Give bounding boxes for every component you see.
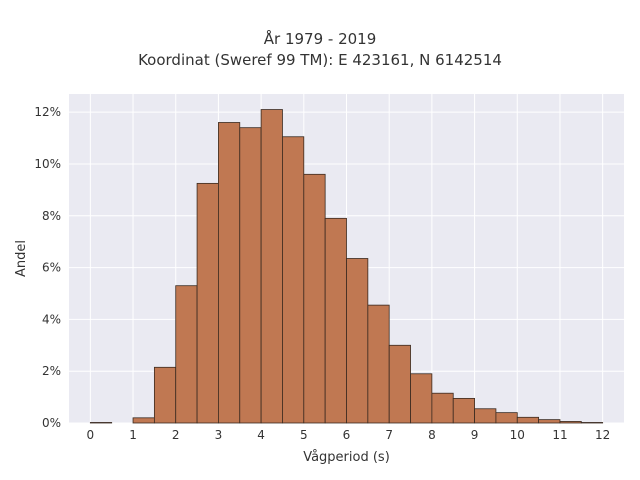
histogram-bar bbox=[282, 136, 305, 424]
x-tick-label: 12 bbox=[595, 428, 610, 442]
histogram-bar bbox=[452, 397, 475, 424]
x-tick-label: 0 bbox=[87, 428, 95, 442]
histogram-bar bbox=[303, 173, 326, 424]
x-tick-label: 10 bbox=[510, 428, 525, 442]
y-tick-label: 10% bbox=[34, 157, 61, 171]
x-tick-label: 9 bbox=[471, 428, 479, 442]
x-tick-label: 7 bbox=[385, 428, 393, 442]
x-tick-label: 5 bbox=[300, 428, 308, 442]
histogram-bar bbox=[559, 421, 582, 424]
histogram-bar bbox=[410, 373, 433, 424]
x-tick-label: 11 bbox=[552, 428, 567, 442]
histogram-bar bbox=[153, 366, 177, 424]
histogram-bar bbox=[260, 109, 283, 424]
histogram-bar bbox=[495, 412, 518, 424]
histogram-bar bbox=[474, 408, 497, 424]
x-tick-label: 4 bbox=[257, 428, 265, 442]
histogram-bar bbox=[431, 392, 454, 424]
histogram-bar bbox=[218, 122, 241, 424]
histogram-bar bbox=[175, 285, 198, 424]
y-tick-label: 8% bbox=[42, 209, 61, 223]
histogram-bar bbox=[324, 217, 347, 424]
y-tick-label: 6% bbox=[42, 261, 61, 275]
y-tick-label: 12% bbox=[34, 105, 61, 119]
histogram-bar bbox=[516, 416, 540, 424]
x-tick-label: 6 bbox=[343, 428, 351, 442]
x-tick-label: 1 bbox=[129, 428, 137, 442]
histogram-bar bbox=[196, 182, 219, 424]
histogram-bar bbox=[388, 344, 411, 424]
histogram-bar bbox=[538, 419, 561, 424]
chart-title-line-2: Koordinat (Sweref 99 TM): E 423161, N 61… bbox=[138, 51, 502, 69]
chart-title-line-1: År 1979 - 2019 bbox=[263, 30, 377, 48]
x-tick-label: 8 bbox=[428, 428, 436, 442]
x-axis-label: Vågperiod (s) bbox=[303, 450, 390, 465]
y-tick-label: 0% bbox=[42, 416, 61, 430]
y-tick-label: 4% bbox=[42, 312, 61, 326]
x-tick-label: 3 bbox=[215, 428, 223, 442]
histogram-bar bbox=[346, 258, 369, 424]
histogram-bar bbox=[132, 417, 155, 424]
histogram-bar bbox=[239, 127, 262, 424]
histogram-bar bbox=[89, 422, 113, 424]
histogram-bar bbox=[580, 422, 604, 424]
y-tick-label: 2% bbox=[42, 364, 61, 378]
y-axis-label: Andel bbox=[14, 240, 29, 277]
x-tick-label: 2 bbox=[172, 428, 180, 442]
histogram-bar bbox=[367, 304, 390, 424]
